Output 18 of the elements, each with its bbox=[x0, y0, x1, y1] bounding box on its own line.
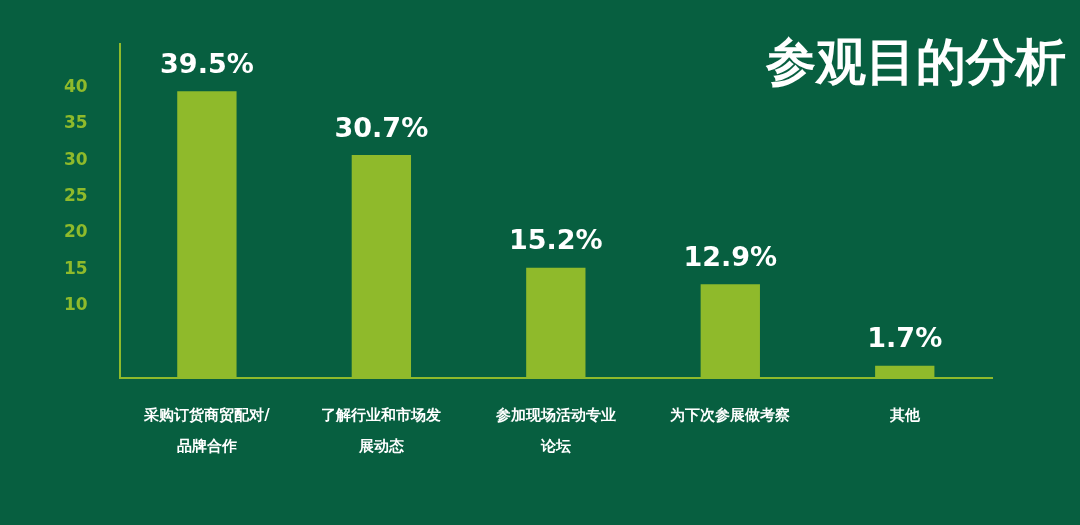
y-tick-label: 20 bbox=[63, 221, 88, 242]
data-label: 12.9% bbox=[683, 240, 778, 272]
x-tick-label: 采购订货商贸配对/品牌合作 bbox=[143, 405, 271, 456]
x-tick-label: 了解行业和市场发展动态 bbox=[321, 405, 442, 456]
data-label: 1.7% bbox=[867, 322, 943, 354]
y-tick-label: 30 bbox=[63, 148, 88, 169]
x-tick-label: 参加现场活动专业论坛 bbox=[494, 405, 616, 456]
x-tick-label: 其他 bbox=[888, 405, 921, 424]
data-label: 39.5% bbox=[160, 47, 254, 79]
y-tick-label: 40 bbox=[63, 75, 88, 96]
y-tick-label: 10 bbox=[63, 293, 88, 314]
x-tick-label: 为下次参展做考察 bbox=[670, 405, 791, 424]
chart-title: 参观目的分析 bbox=[765, 32, 1066, 91]
y-tick-label: 35 bbox=[63, 112, 88, 133]
data-label: 30.7% bbox=[334, 111, 429, 143]
data-label: 15.2% bbox=[508, 224, 603, 256]
y-tick-label: 15 bbox=[63, 257, 88, 278]
y-tick-label: 25 bbox=[63, 184, 88, 205]
